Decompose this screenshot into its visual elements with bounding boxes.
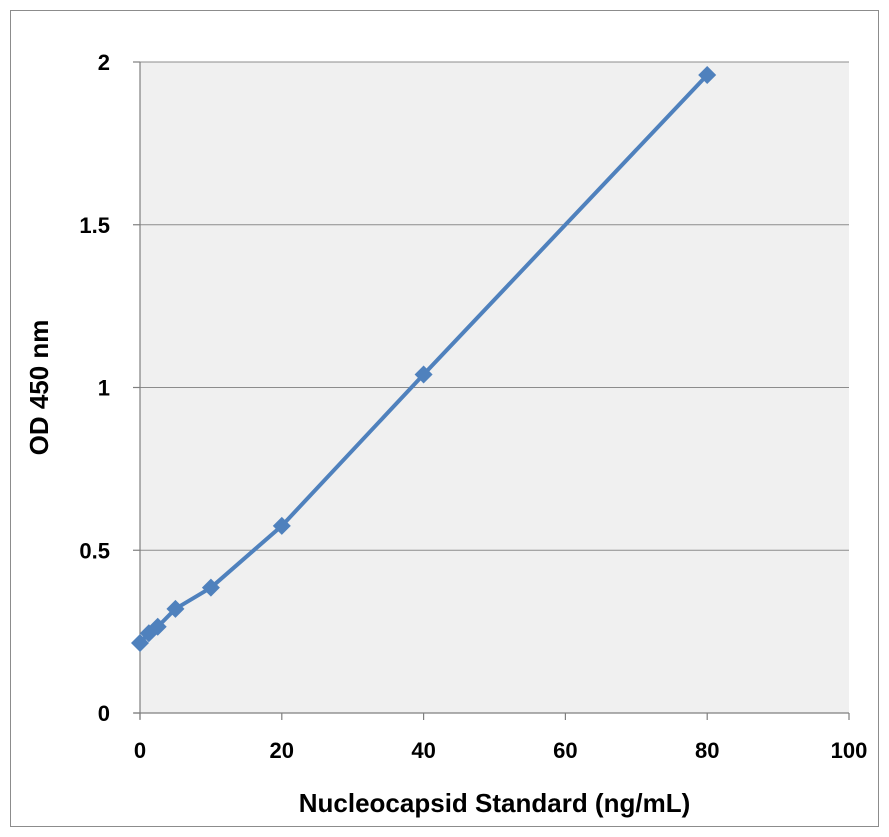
data-point [698,66,717,85]
y-tick-label: 1.5 [79,213,110,238]
y-axis-title: OD 450 nm [24,320,54,456]
data-point [414,365,433,384]
data-point [201,578,220,597]
series-group [131,66,717,653]
y-tick-label: 1 [98,376,110,401]
y-axis-ticks: 0 0.5 1 1.5 2 [79,50,140,726]
data-point [272,516,291,535]
y-tick-label: 2 [98,50,110,75]
x-tick-label: 40 [411,738,435,763]
x-axis-title: Nucleocapsid Standard (ng/mL) [299,788,691,818]
x-tick-label: 100 [831,738,868,763]
data-point [166,599,185,618]
x-axis-ticks: 0 20 40 60 80 100 [134,713,867,763]
y-tick-label: 0 [98,701,110,726]
x-tick-label: 80 [695,738,719,763]
gridlines [140,61,849,551]
axes [134,62,849,719]
x-tick-label: 60 [553,738,577,763]
x-tick-label: 0 [134,738,146,763]
x-tick-label: 20 [270,738,294,763]
y-tick-label: 0.5 [79,538,110,563]
data-point [131,634,149,653]
data-point [148,617,167,636]
